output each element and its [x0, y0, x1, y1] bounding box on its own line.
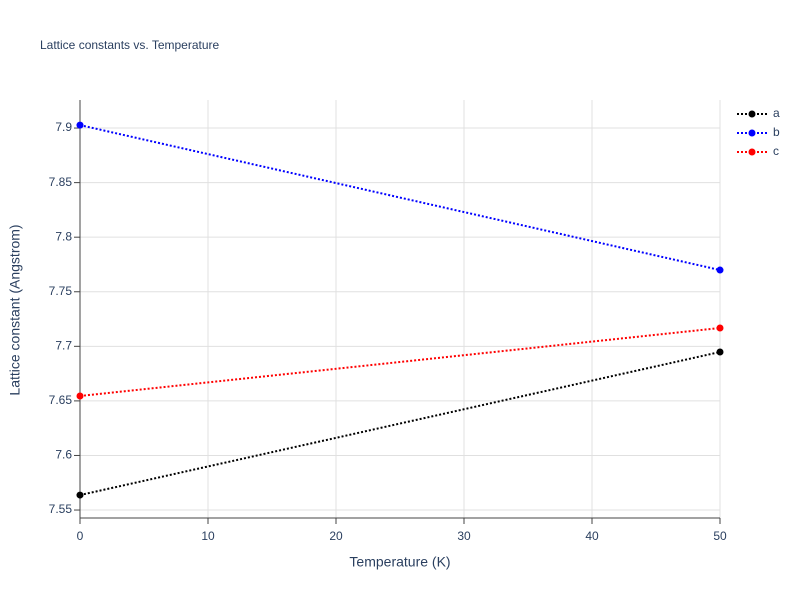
- y-tick-label: 7.8: [55, 229, 72, 243]
- x-tick-label: 40: [585, 529, 599, 543]
- y-tick-label: 7.85: [49, 175, 73, 189]
- y-tick-label: 7.75: [49, 284, 73, 298]
- legend: abc: [737, 106, 780, 158]
- series-line: [79, 351, 721, 497]
- x-axis-title: Temperature (K): [349, 554, 450, 570]
- data-point: [716, 266, 724, 274]
- data-point: [716, 348, 724, 356]
- chart-title: Lattice constants vs. Temperature: [40, 38, 220, 52]
- series-line: [79, 326, 721, 397]
- data-point: [76, 121, 84, 129]
- y-tick-label: 7.6: [55, 448, 72, 462]
- series-line: [79, 124, 721, 272]
- x-tick-label: 0: [77, 529, 84, 543]
- data-point: [76, 392, 84, 400]
- legend-label: c: [773, 144, 779, 158]
- data-point: [76, 491, 84, 499]
- legend-marker: [748, 129, 756, 137]
- legend-marker: [748, 110, 756, 118]
- plot: [76, 121, 724, 499]
- y-tick-label: 7.9: [55, 120, 72, 134]
- x-tick-label: 10: [201, 529, 215, 543]
- y-tick-label: 7.7: [55, 338, 72, 352]
- y-tick-label: 7.55: [49, 502, 73, 516]
- y-tick-label: 7.65: [49, 393, 73, 407]
- legend-label: b: [773, 125, 780, 139]
- x-tick-label: 30: [457, 529, 471, 543]
- grid: 0 10 20 30 40 50 7.55 7.6 7.65 7.7 7.75 7.8 7.85 7.9: [49, 100, 727, 543]
- y-axis-title: Lattice constant (Angstrom): [7, 224, 23, 395]
- x-tick-label: 20: [329, 529, 343, 543]
- legend-label: a: [773, 106, 780, 120]
- legend-marker: [748, 148, 756, 156]
- data-point: [716, 324, 724, 332]
- x-tick-label: 50: [713, 529, 727, 543]
